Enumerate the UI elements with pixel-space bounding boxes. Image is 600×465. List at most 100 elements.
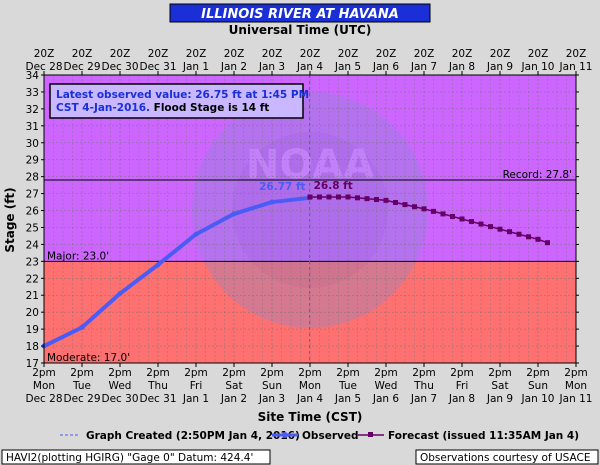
x-tick-label-bottom: 2pm <box>336 367 360 379</box>
forecast-point <box>393 199 398 205</box>
x-tick-label-top: 20Z <box>262 48 283 60</box>
x-tick-label-bottom: Dec 30 <box>101 393 138 405</box>
y-tick-label: 21 <box>26 290 39 302</box>
x-tick-label-bottom: Mon <box>299 380 321 392</box>
info-box <box>49 83 304 119</box>
x-tick-label-top: 20Z <box>528 48 549 60</box>
x-tick-label-top: Jan 9 <box>486 61 513 73</box>
x-tick-label-top: Jan 5 <box>334 61 361 73</box>
x-tick-label-bottom: Sun <box>262 380 282 392</box>
x-tick-label-top: 20Z <box>566 48 587 60</box>
x-tick-label-bottom: Tue <box>338 380 357 392</box>
x-tick-label-bottom: Mon <box>565 380 587 392</box>
x-tick-label-bottom: Jan 11 <box>559 393 593 405</box>
x-tick-label-top: 20Z <box>72 48 93 60</box>
title-bar <box>169 3 431 23</box>
x-axis-label: Site Time (CST) <box>258 410 363 424</box>
x-tick-label-top: 20Z <box>490 48 511 60</box>
y-tick-label: 18 <box>26 341 39 353</box>
y-tick-label: 19 <box>26 324 39 336</box>
x-tick-label-bottom: Wed <box>109 380 132 392</box>
x-tick-label-bottom: Jan 2 <box>220 393 247 405</box>
x-tick-label-top: Jan 10 <box>521 61 555 73</box>
observed-line <box>42 195 312 349</box>
threshold-label-major: Major: 23.0' <box>47 250 109 262</box>
axes: 1718192021222324252627282930313233342pmM… <box>25 48 592 405</box>
forecast-point <box>431 208 436 214</box>
x-tick-label-top: 20Z <box>110 48 131 60</box>
x-tick-label-bottom: Dec 29 <box>63 393 100 405</box>
y-tick-label: 30 <box>26 138 39 150</box>
y-tick-label: 26 <box>26 206 40 218</box>
x-tick-label-bottom: Fri <box>190 380 203 392</box>
x-tick-label-top: 20Z <box>376 48 397 60</box>
forecast-point <box>478 221 484 227</box>
x-tick-label-bottom: Dec 31 <box>139 393 176 405</box>
x-tick-label-bottom: Jan 7 <box>410 393 437 405</box>
footer-left-box <box>1 449 271 465</box>
forecast-point <box>345 194 351 200</box>
y-tick-label: 23 <box>26 256 39 268</box>
footer-datum: HAVI2(plotting HGIRG) "Gage 0" Datum: 42… <box>6 452 253 464</box>
x-tick-label-top: 20Z <box>452 48 473 60</box>
legend-graph-created: Graph Created (2:50PM Jan 4, 2016) <box>86 430 300 442</box>
threshold-label-record: Record: 27.8' <box>503 169 572 181</box>
x-tick-label-top: Dec 31 <box>139 61 176 73</box>
forecast-point <box>440 211 446 217</box>
observed-point <box>193 231 199 237</box>
x-tick-label-bottom: Jan 8 <box>448 393 475 405</box>
info-line-2-date: CST 4-Jan-2016. <box>56 102 150 114</box>
forecast-point <box>469 219 474 225</box>
x-tick-label-bottom: 2pm <box>70 367 94 379</box>
x-tick-label-bottom: Sat <box>491 380 508 392</box>
forecast-point <box>497 226 503 232</box>
forecast-point <box>488 224 493 230</box>
legend-observed-marker <box>282 432 288 438</box>
x-tick-label-bottom: 2pm <box>450 367 474 379</box>
forecast-point <box>307 194 313 200</box>
legend-observed: Observed <box>302 430 358 442</box>
legend-forecast: Forecast (issued 11:35AM Jan 4) <box>388 430 579 442</box>
footer-right-box <box>415 449 599 465</box>
top-axis-label: Universal Time (UTC) <box>229 23 372 37</box>
x-tick-label-bottom: Thu <box>147 380 168 392</box>
forecast-point <box>317 194 322 200</box>
x-tick-label-bottom: Tue <box>72 380 91 392</box>
info-line-1: Latest observed value: 26.75 ft at 1:45 … <box>56 89 309 101</box>
x-tick-label-bottom: 2pm <box>412 367 436 379</box>
y-tick-label: 29 <box>26 155 39 167</box>
y-axis-label: Stage (ft) <box>3 187 17 252</box>
forecast-point <box>421 206 427 212</box>
x-tick-label-top: Jan 1 <box>182 61 209 73</box>
x-tick-label-bottom: 2pm <box>108 367 132 379</box>
x-tick-label-top: Jan 7 <box>410 61 437 73</box>
chart-title: ILLINOIS RIVER AT HAVANA <box>201 7 399 22</box>
x-tick-label-bottom: Thu <box>413 380 434 392</box>
y-tick-label: 34 <box>26 70 40 82</box>
info-line-2-flood-stage: Flood Stage is 14 ft <box>150 102 269 114</box>
x-tick-label-top: 20Z <box>148 48 169 60</box>
x-tick-label-bottom: 2pm <box>146 367 170 379</box>
y-tick-label: 20 <box>26 307 39 319</box>
x-tick-label-top: Jan 11 <box>559 61 593 73</box>
y-tick-label: 33 <box>26 87 39 99</box>
y-tick-label: 25 <box>26 222 39 234</box>
forecast-point <box>450 213 455 219</box>
x-tick-label-top: 20Z <box>414 48 435 60</box>
x-tick-label-top: 20Z <box>338 48 359 60</box>
observed-value-label: 26.77 ft <box>259 181 305 193</box>
observed-point <box>117 291 123 297</box>
forecast-point <box>507 229 512 235</box>
x-tick-label-bottom: 2pm <box>298 367 322 379</box>
forecast-point <box>545 240 550 246</box>
y-tick-label: 32 <box>26 104 39 116</box>
x-tick-label-bottom: 2pm <box>488 367 512 379</box>
observed-point <box>269 199 275 205</box>
x-tick-label-bottom: Jan 6 <box>372 393 400 405</box>
forecast-point <box>516 231 522 237</box>
x-tick-label-bottom: 2pm <box>564 367 588 379</box>
plot-border <box>43 74 577 364</box>
forecast-point <box>374 197 379 203</box>
threshold-label-moderate: Moderate: 17.0' <box>47 352 130 364</box>
